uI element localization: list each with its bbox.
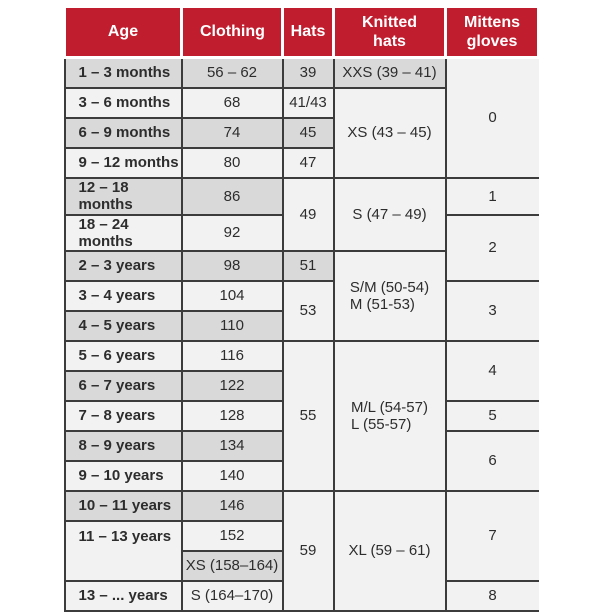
hats-cell: 45 xyxy=(281,117,334,149)
clothing-cell: 86 xyxy=(180,177,284,216)
knitted-size-line: S/M (50-54) xyxy=(349,278,430,296)
knitted-hats-cell: S/M (50-54) M (51-53) xyxy=(332,250,446,342)
table-row: XS (158–164) xyxy=(65,550,539,582)
hats-cell: 47 xyxy=(281,147,334,179)
table-row: 7 – 8 years 128 5 xyxy=(63,400,539,432)
header-cell-clothing: Clothing xyxy=(180,5,284,59)
age-cell: 8 – 9 years xyxy=(63,430,183,462)
clothing-cell: 104 xyxy=(180,280,284,312)
clothing-cell: 116 xyxy=(180,340,284,372)
hats-cell: 41/43 xyxy=(281,87,335,119)
table-row: 6 – 7 years 122 xyxy=(63,370,539,402)
clothing-cell: 146 xyxy=(180,490,284,522)
age-cell: 6 – 9 months xyxy=(63,117,183,149)
hats-cell: 49 xyxy=(281,177,335,252)
header-label: Mittens gloves xyxy=(464,13,520,50)
hats-cell: 39 xyxy=(281,56,335,89)
mittens-gloves-cell: 8 xyxy=(444,580,539,612)
knitted-size-line: M (51-53) xyxy=(349,296,415,313)
table-row: 9 – 12 months 80 47 xyxy=(63,147,539,179)
table-row: 3 – 6 months 68 41/43 XS (43 – 45) xyxy=(63,87,539,179)
knitted-size-line: M/L (54-57) xyxy=(351,398,428,416)
mittens-gloves-cell: 3 xyxy=(444,280,539,342)
hats-cell: 51 xyxy=(281,250,335,282)
table-row: 4 – 5 years 110 xyxy=(63,310,539,342)
clothing-cell: 74 xyxy=(180,117,284,149)
clothing-cell: 92 xyxy=(180,213,284,252)
age-cell: 12 – 18 months xyxy=(63,177,183,216)
age-cell: 1 – 3 months xyxy=(63,56,183,89)
mittens-gloves-cell: 7 xyxy=(444,490,539,582)
table-row: 12 – 18 months 86 49 S (47 – 49) 1 xyxy=(63,177,539,252)
clothing-cell: 140 xyxy=(180,460,283,492)
knitted-hats-sizes: M/L (54-57) L (55-57) xyxy=(351,399,428,434)
clothing-cell: 110 xyxy=(180,310,283,342)
table-row: 3 – 4 years 104 53 3 xyxy=(63,280,539,342)
age-cell: 2 – 3 years xyxy=(63,250,183,282)
header-row: Age Clothing Hats Knitted hats Mittens g… xyxy=(63,5,540,59)
clothing-cell: 56 – 62 xyxy=(180,56,284,89)
knitted-size-line: L (55-57) xyxy=(351,416,412,433)
clothing-cell: S (164–170) xyxy=(180,580,284,612)
table-row: 18 – 24 months 92 2 xyxy=(63,213,539,282)
table-row: 8 – 9 years 134 6 xyxy=(63,430,539,492)
mittens-gloves-cell: 1 xyxy=(444,177,539,216)
clothing-cell: 128 xyxy=(180,400,284,432)
age-cell: 11 – 13 years xyxy=(63,520,183,582)
age-cell: 3 – 6 months xyxy=(63,87,183,119)
table-row: 6 – 9 months 74 45 xyxy=(63,117,539,149)
header-cell-knitted-hats: Knitted hats xyxy=(332,5,447,59)
hats-cell: 53 xyxy=(281,280,335,342)
knitted-hats-cell: XS (43 – 45) xyxy=(332,87,446,179)
hats-cell: 59 xyxy=(281,490,335,612)
clothing-cell: 122 xyxy=(180,370,283,402)
table-row: 9 – 10 years 140 xyxy=(63,460,539,492)
clothing-cell: 80 xyxy=(180,147,284,179)
age-cell: 18 – 24 months xyxy=(63,213,183,252)
header-cell-hats: Hats xyxy=(281,5,335,59)
age-cell: 3 – 4 years xyxy=(63,280,183,312)
header-cell-mittens-gloves: Mittens gloves xyxy=(444,5,540,59)
mittens-gloves-cell: 5 xyxy=(444,400,539,432)
table-row: 10 – 11 years 146 59 XL (59 – 61) 7 xyxy=(63,490,539,612)
hats-cell: 55 xyxy=(281,340,335,492)
knitted-hats-cell: XXS (39 – 41) xyxy=(332,56,447,89)
header-label: Age xyxy=(107,23,139,41)
age-cell: 6 – 7 years xyxy=(63,370,183,402)
table-row: 1 – 3 months 56 – 62 39 XXS (39 – 41) 0 xyxy=(63,56,539,179)
size-chart-table: Age Clothing Hats Knitted hats Mittens g… xyxy=(63,5,540,612)
clothing-cell: XS (158–164) xyxy=(180,550,283,582)
age-cell: 9 – 10 years xyxy=(63,460,183,492)
mittens-gloves-cell: 0 xyxy=(444,56,539,179)
age-cell: 7 – 8 years xyxy=(63,400,183,432)
clothing-cell: 152 xyxy=(180,520,283,552)
knitted-hats-sizes: S/M (50-54) M (51-53) xyxy=(350,279,429,314)
header-label: Clothing xyxy=(200,23,265,41)
knitted-hats-cell: XL (59 – 61) xyxy=(332,490,447,612)
mittens-gloves-cell: 6 xyxy=(444,430,539,492)
clothing-cell: 68 xyxy=(180,87,284,119)
header-cell-age: Age xyxy=(63,5,183,59)
table-row: 2 – 3 years 98 51 S/M (50-54) M (51-53) xyxy=(63,250,539,342)
age-cell: 13 – ... years xyxy=(63,580,183,612)
age-cell: 5 – 6 years xyxy=(63,340,183,372)
knitted-hats-cell: M/L (54-57) L (55-57) xyxy=(332,340,447,492)
knitted-hats-cell: S (47 – 49) xyxy=(332,177,447,252)
age-cell: 10 – 11 years xyxy=(63,490,183,522)
clothing-cell: 134 xyxy=(180,430,284,462)
header-label: Knitted hats xyxy=(361,13,418,50)
age-cell: 9 – 12 months xyxy=(63,147,183,179)
mittens-gloves-cell: 2 xyxy=(444,213,539,282)
table-row: 5 – 6 years 116 55 M/L (54-57) L (55-57)… xyxy=(63,340,539,492)
age-cell: 4 – 5 years xyxy=(63,310,183,342)
header-label: Hats xyxy=(290,23,326,41)
table-row: 11 – 13 years 152 xyxy=(63,520,539,582)
clothing-cell: 98 xyxy=(180,250,284,282)
mittens-gloves-cell: 4 xyxy=(444,340,539,402)
